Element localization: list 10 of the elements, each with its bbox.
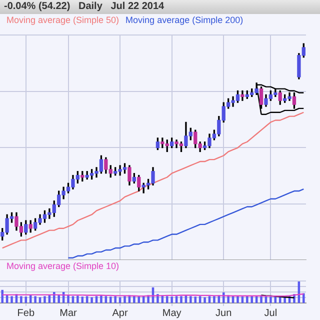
x-tick-label: Jun (216, 308, 232, 319)
chart-title: -0.04% (54.22) Daily Jul 22 2014 (0, 0, 320, 14)
x-tick-label: Jul (264, 308, 278, 319)
x-tick-label: Apr (112, 308, 128, 319)
text: Moving average (Simple 10) (6, 260, 120, 271)
x-tick-label: Feb (17, 308, 35, 319)
text: Moving average (Simple 200) (126, 14, 244, 25)
x-tick-label: Mar (60, 308, 78, 319)
x-tick-label: May (162, 308, 182, 319)
text: Moving average (Simple 50) (6, 14, 120, 25)
